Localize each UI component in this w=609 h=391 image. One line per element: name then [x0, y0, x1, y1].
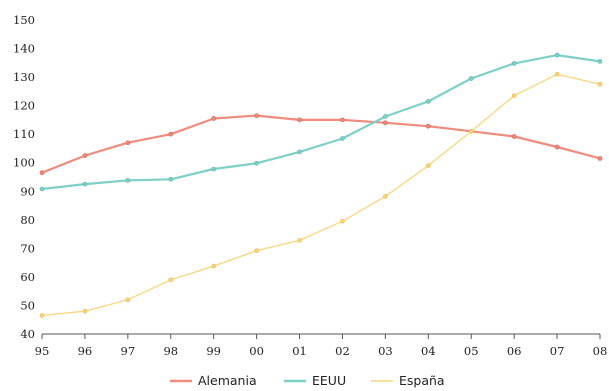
- data-point: [82, 181, 88, 187]
- series-line: [41, 73, 601, 317]
- data-point: [168, 131, 174, 137]
- y-tick-label: 140: [13, 42, 35, 56]
- series-layer: [39, 52, 603, 318]
- y-tick-label: 110: [13, 127, 35, 141]
- x-tick-label: 99: [206, 344, 221, 358]
- data-point: [254, 248, 259, 253]
- data-point: [468, 129, 474, 134]
- data-point: [168, 176, 174, 182]
- series-line: [41, 114, 601, 174]
- y-tick-label: 50: [20, 298, 35, 312]
- legend-item-españa: España: [371, 373, 445, 388]
- series-eeuu: [39, 52, 603, 192]
- x-tick-label: 02: [335, 344, 350, 358]
- data-point: [254, 160, 259, 166]
- y-tick-label: 90: [20, 184, 35, 198]
- y-tick-label: 150: [13, 13, 35, 27]
- data-point: [426, 99, 431, 104]
- data-point: [383, 120, 388, 126]
- data-point: [211, 166, 216, 172]
- data-point: [511, 134, 517, 139]
- data-point: [125, 297, 131, 303]
- data-point: [597, 59, 603, 64]
- data-point: [168, 277, 174, 283]
- x-tick-label: 05: [464, 344, 479, 358]
- x-tick-label: 98: [163, 344, 178, 358]
- y-tick-label: 60: [20, 270, 35, 284]
- x-tick-label: 08: [593, 344, 608, 358]
- data-point: [125, 178, 131, 183]
- legend-item-eeuu: EEUU: [284, 373, 346, 388]
- data-point: [297, 149, 302, 155]
- data-point: [554, 71, 560, 77]
- x-tick-label: 00: [249, 344, 264, 358]
- x-tick-label: 06: [507, 344, 522, 358]
- y-tick-label: 100: [13, 156, 35, 170]
- y-tick-label: 80: [20, 213, 35, 227]
- data-point: [554, 144, 560, 150]
- data-point: [82, 308, 88, 314]
- data-point: [426, 123, 431, 129]
- data-point: [383, 194, 388, 199]
- data-point: [254, 113, 259, 118]
- data-point: [211, 116, 216, 121]
- data-point: [39, 186, 45, 192]
- data-point: [383, 114, 388, 119]
- data-point: [426, 163, 431, 168]
- legend: Alemania EEUU España: [170, 373, 445, 388]
- data-point: [297, 117, 302, 123]
- series-españa: [39, 71, 603, 318]
- x-tick-label: 07: [550, 344, 565, 358]
- x-axis: 95 96 97 98 99 00 01 02 03 04 05 06 07 08: [35, 333, 608, 358]
- x-tick-label: 03: [378, 344, 393, 358]
- data-point: [511, 93, 517, 98]
- legend-label: España: [399, 373, 445, 388]
- data-point: [468, 76, 474, 81]
- data-point: [511, 61, 517, 66]
- legend-label: Alemania: [198, 373, 257, 388]
- x-tick-label: 95: [35, 344, 50, 358]
- legend-label: EEUU: [312, 373, 346, 388]
- data-point: [125, 140, 131, 146]
- data-point: [39, 313, 45, 318]
- data-point: [211, 263, 216, 269]
- x-tick-label: 01: [292, 344, 307, 358]
- data-point: [82, 153, 88, 158]
- series-line: [41, 53, 601, 191]
- y-tick-label: 130: [13, 70, 35, 84]
- y-tick-label: 70: [20, 241, 35, 255]
- data-point: [597, 81, 603, 87]
- data-point: [554, 52, 560, 58]
- x-tick-label: 04: [421, 344, 436, 358]
- y-tick-label: 40: [20, 327, 35, 341]
- data-point: [39, 170, 45, 176]
- x-tick-label: 96: [78, 344, 93, 358]
- data-point: [597, 156, 603, 161]
- legend-item-alemania: Alemania: [170, 373, 257, 388]
- data-point: [297, 238, 302, 243]
- y-axis-ticks: 150 140 130 120 110 100 90 80 70 60 50 40: [13, 13, 35, 341]
- x-tick-label: 97: [121, 344, 136, 358]
- data-point: [340, 117, 345, 123]
- y-tick-label: 120: [13, 99, 35, 113]
- data-point: [340, 136, 345, 141]
- data-point: [340, 218, 345, 224]
